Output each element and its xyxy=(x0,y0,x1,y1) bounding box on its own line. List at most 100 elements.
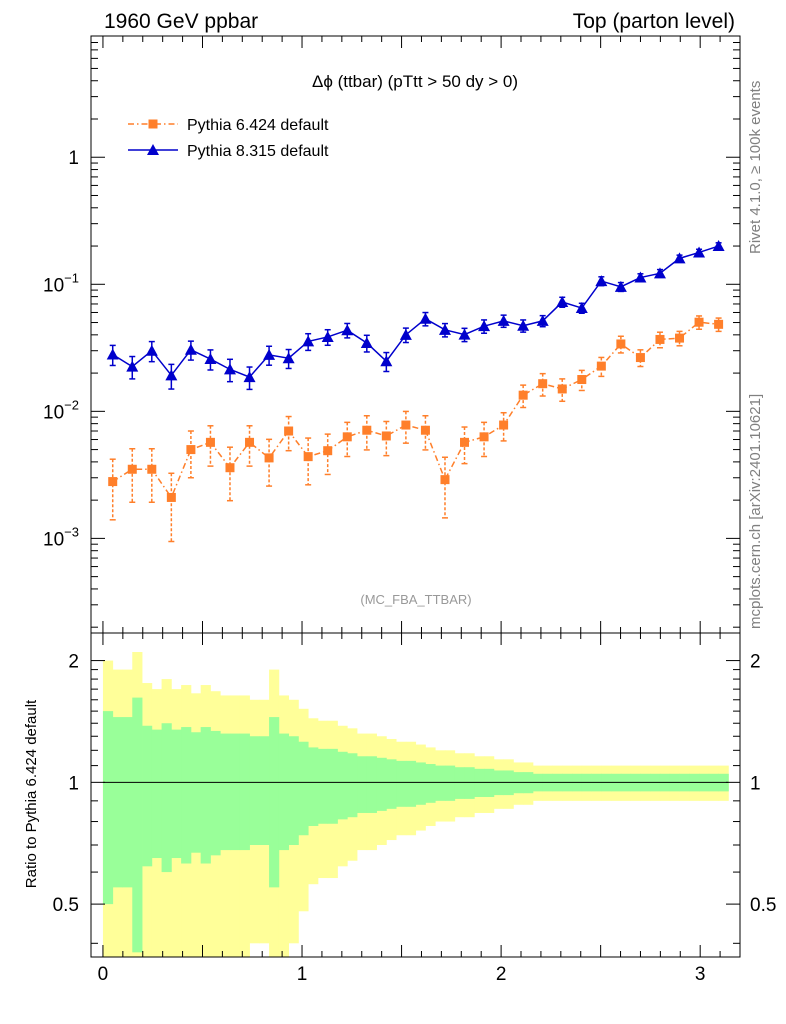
main-y-tick-label: 10−2 xyxy=(43,397,79,423)
header-right-label: Top (parton level) xyxy=(573,10,735,33)
header-left-label: 1960 GeV ppbar xyxy=(104,10,258,33)
ratio-band-1sigma xyxy=(405,760,417,807)
main-panel: 10−3 10−2 10−1 1 Δϕ (ttbar) (pTtt > 50 dy >… xyxy=(43,35,741,634)
ratio-band-1sigma xyxy=(142,725,153,867)
data-point xyxy=(419,312,432,324)
ratio-band-1sigma xyxy=(366,756,377,813)
ratio-band-1sigma xyxy=(298,741,309,836)
data-point xyxy=(499,420,509,430)
data-point xyxy=(225,463,235,473)
data-point xyxy=(595,275,608,287)
data-point xyxy=(342,432,352,442)
data-point xyxy=(440,475,450,485)
data-point xyxy=(653,267,666,279)
data-point xyxy=(399,328,412,340)
ratio-band-1sigma xyxy=(386,759,397,809)
ratio-x-tick-label: 3 xyxy=(695,964,706,985)
ratio-y-tick-label: 0.5 xyxy=(53,895,79,916)
ratio-band-1sigma xyxy=(102,711,114,905)
ratio-band-1sigma xyxy=(151,729,162,859)
data-point xyxy=(106,348,119,360)
ratio-band-1sigma xyxy=(435,765,446,801)
data-point xyxy=(321,330,334,342)
data-point xyxy=(557,384,567,394)
analysis-tag: (MC_FBA_TTBAR) xyxy=(360,592,471,607)
legend-entry-label: Pythia 8.315 default xyxy=(187,143,329,160)
data-point xyxy=(479,432,489,442)
ratio-y-tick-label-right: 1 xyxy=(750,773,761,794)
data-point xyxy=(518,390,528,400)
data-point xyxy=(284,426,294,436)
ratio-band-1sigma xyxy=(132,697,143,953)
data-point xyxy=(478,320,491,332)
data-point xyxy=(655,334,665,344)
legend: Pythia 6.424 default Pythia 8.315 default xyxy=(128,117,329,160)
ratio-band-1sigma xyxy=(122,717,133,888)
data-point xyxy=(596,361,606,371)
series-line xyxy=(112,245,719,378)
data-point xyxy=(264,453,274,463)
ratio-band-1sigma xyxy=(171,729,182,859)
main-series-layer xyxy=(106,240,725,543)
main-axis-ticks: 10−3 10−2 10−1 1 xyxy=(43,35,741,633)
data-point xyxy=(634,271,647,283)
main-plot-title: Δϕ (ttbar) (pTtt > 50 dy > 0) xyxy=(312,72,518,91)
data-point xyxy=(145,344,158,356)
ratio-band-1sigma xyxy=(454,767,465,799)
legend-marker xyxy=(148,119,158,129)
ratio-band-1sigma xyxy=(396,760,407,807)
data-point xyxy=(360,337,373,349)
data-point xyxy=(184,343,197,355)
data-point xyxy=(302,335,315,347)
ratio-axis-ticks: 0 1 2 3 0.5 0.5 1 1 2 2 xyxy=(53,633,776,985)
ratio-y-tick-label-right: 2 xyxy=(750,652,761,673)
data-point xyxy=(614,280,627,292)
ratio-band-1sigma xyxy=(220,733,231,851)
data-point xyxy=(381,431,391,441)
rivet-version-label: Rivet 4.1.0, ≥ 100k events xyxy=(747,81,764,254)
data-point xyxy=(517,319,530,331)
main-y-tick-label: 10−1 xyxy=(43,270,79,296)
data-point xyxy=(245,437,255,447)
ratio-band-1sigma xyxy=(181,727,192,864)
ratio-band-1sigma xyxy=(415,762,426,805)
data-point xyxy=(263,348,276,360)
ratio-band-1sigma xyxy=(112,717,123,888)
data-point xyxy=(497,314,510,326)
data-point xyxy=(401,420,411,430)
data-point xyxy=(108,477,118,487)
ratio-x-tick-label: 0 xyxy=(98,964,109,985)
ratio-band-1sigma xyxy=(484,768,495,797)
data-point xyxy=(282,352,295,364)
ratio-band-1sigma xyxy=(357,756,368,813)
data-point xyxy=(635,353,645,363)
ratio-band-1sigma xyxy=(249,736,260,845)
series-line xyxy=(112,321,719,500)
ratio-band-1sigma xyxy=(347,753,358,818)
ratio-band-1sigma xyxy=(229,733,241,851)
data-point xyxy=(204,353,217,365)
data-point xyxy=(616,339,626,349)
data-point xyxy=(303,452,313,462)
data-point xyxy=(460,437,470,447)
ratio-band-1sigma xyxy=(200,727,211,864)
ratio-band-1sigma xyxy=(425,764,436,803)
data-point xyxy=(380,355,393,367)
ratio-band-1sigma xyxy=(464,767,475,799)
legend-entry-label: Pythia 6.424 default xyxy=(187,117,329,134)
ratio-band-1sigma xyxy=(161,723,172,873)
series-pythia6 xyxy=(108,315,724,543)
data-point xyxy=(166,492,176,502)
ratio-y-tick-label: 1 xyxy=(68,773,79,794)
data-point xyxy=(575,302,588,314)
data-point xyxy=(693,246,706,258)
ratio-bands-layer xyxy=(102,652,729,957)
ratio-band-1sigma xyxy=(308,747,319,826)
ratio-x-tick-label: 1 xyxy=(297,964,308,985)
ratio-band-1sigma xyxy=(317,748,329,824)
ratio-band-1sigma xyxy=(190,732,202,853)
ratio-band-1sigma xyxy=(239,733,250,851)
data-point xyxy=(577,375,587,385)
ratio-band-1sigma xyxy=(327,748,338,824)
data-point xyxy=(186,445,196,455)
